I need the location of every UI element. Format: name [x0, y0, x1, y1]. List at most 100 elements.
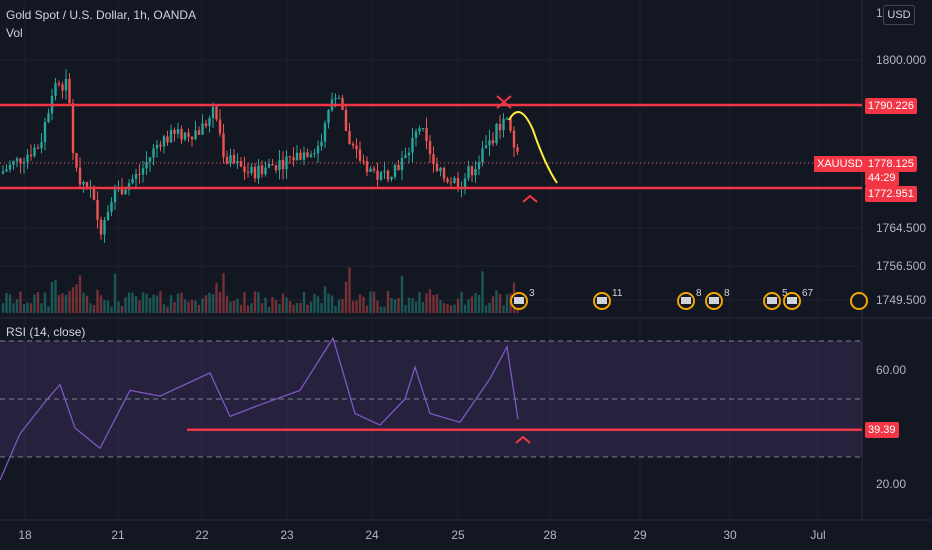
volume-bar: [222, 273, 225, 313]
volume-bar: [295, 303, 299, 313]
time-tick: 30: [723, 528, 737, 542]
candle-body: [131, 178, 134, 184]
volume-bar: [141, 292, 145, 313]
candle-body: [376, 170, 379, 180]
flag-icon: [681, 297, 691, 304]
candle-body: [295, 152, 299, 161]
candle-body: [99, 219, 103, 235]
volume-bar: [285, 297, 288, 313]
candle-body: [162, 136, 166, 147]
candle-body: [306, 152, 309, 157]
volume-bar: [257, 292, 260, 313]
candle-body: [516, 147, 519, 152]
volume-bar: [292, 304, 295, 313]
candle-body: [127, 183, 131, 190]
price-tick: 1749.500: [876, 293, 926, 307]
candle-body: [414, 131, 418, 138]
rsi-line: [0, 336, 519, 481]
candle-body: [225, 156, 229, 164]
volume-bar: [316, 296, 320, 313]
volume-bar: [166, 306, 169, 313]
chart-title: Gold Spot / U.S. Dollar, 1h, OANDA: [6, 8, 197, 22]
volume-bar: [495, 290, 498, 313]
candle-body: [201, 123, 204, 135]
candle-body: [47, 113, 50, 123]
volume-bar: [460, 291, 463, 313]
candle-body: [404, 155, 407, 159]
candle-body: [40, 142, 43, 149]
currency-button[interactable]: USD: [883, 5, 915, 25]
candle-body: [183, 132, 187, 140]
time-tick: 23: [280, 528, 294, 542]
volume-bar: [498, 294, 502, 313]
volume-bar: [351, 300, 355, 313]
volume-bar: [442, 302, 446, 313]
volume-bar: [218, 291, 222, 313]
candle-body: [138, 174, 141, 176]
candle-body: [243, 166, 246, 173]
volume-bar: [383, 306, 386, 313]
volume-bar: [134, 296, 138, 313]
volume-bar: [481, 271, 484, 313]
volume-bar: [449, 305, 453, 313]
candle-body: [313, 153, 316, 155]
volume-bar: [33, 294, 36, 313]
volume-bar: [400, 275, 404, 313]
volume-bar: [411, 298, 414, 313]
volume-bar: [183, 299, 187, 313]
candle-body: [8, 164, 12, 170]
volume-bar: [40, 303, 43, 313]
volume-bar: [89, 303, 92, 313]
event-count: 67: [802, 288, 814, 299]
volume-bar: [386, 291, 390, 313]
volume-bar: [162, 304, 166, 313]
candle-body: [43, 122, 47, 143]
candle-body: [211, 106, 215, 119]
current-price-label: 1778.125: [865, 156, 917, 172]
candle-body: [218, 119, 222, 134]
candle-body: [397, 164, 400, 171]
candle-body: [316, 146, 320, 154]
candle-body: [334, 98, 337, 100]
candle-body: [337, 98, 341, 100]
candle-body: [502, 118, 505, 131]
time-tick: 22: [195, 528, 209, 542]
candle-body: [236, 161, 239, 164]
candle-body: [229, 155, 232, 164]
candle-body: [355, 145, 358, 150]
candle-body: [260, 165, 264, 175]
volume-bar: [414, 301, 418, 313]
volume-bar: [488, 302, 491, 313]
candle-body: [180, 129, 183, 140]
volume-bar: [453, 304, 456, 313]
candle-body: [495, 123, 498, 144]
volume-bar: [358, 294, 362, 313]
candle-body: [421, 127, 425, 129]
rsi-band-fill: [0, 341, 862, 457]
candle-body: [358, 149, 362, 161]
candle-body: [12, 161, 15, 165]
candle-body: [509, 118, 512, 131]
flag-icon: [709, 297, 719, 304]
candle-body: [278, 160, 281, 171]
candle-body: [155, 144, 159, 149]
volume-bar: [334, 305, 337, 313]
volume-bar: [124, 297, 127, 313]
volume-bar: [260, 303, 264, 313]
candle-body: [488, 140, 491, 146]
candle-body: [257, 165, 260, 179]
candle-body: [470, 166, 474, 176]
volume-bar: [341, 299, 344, 313]
volume-bar: [246, 305, 250, 313]
candle-body: [190, 136, 194, 140]
volume-bar: [106, 300, 110, 313]
candle-body: [379, 172, 383, 180]
volume-bar: [439, 299, 442, 313]
volume-bar: [456, 298, 460, 313]
candle-body: [169, 130, 173, 143]
volume-bar: [215, 283, 218, 313]
volume-bar: [208, 292, 211, 313]
event-icons: 3 11 8 8 5 67: [510, 288, 868, 310]
volume-bar: [302, 291, 306, 313]
